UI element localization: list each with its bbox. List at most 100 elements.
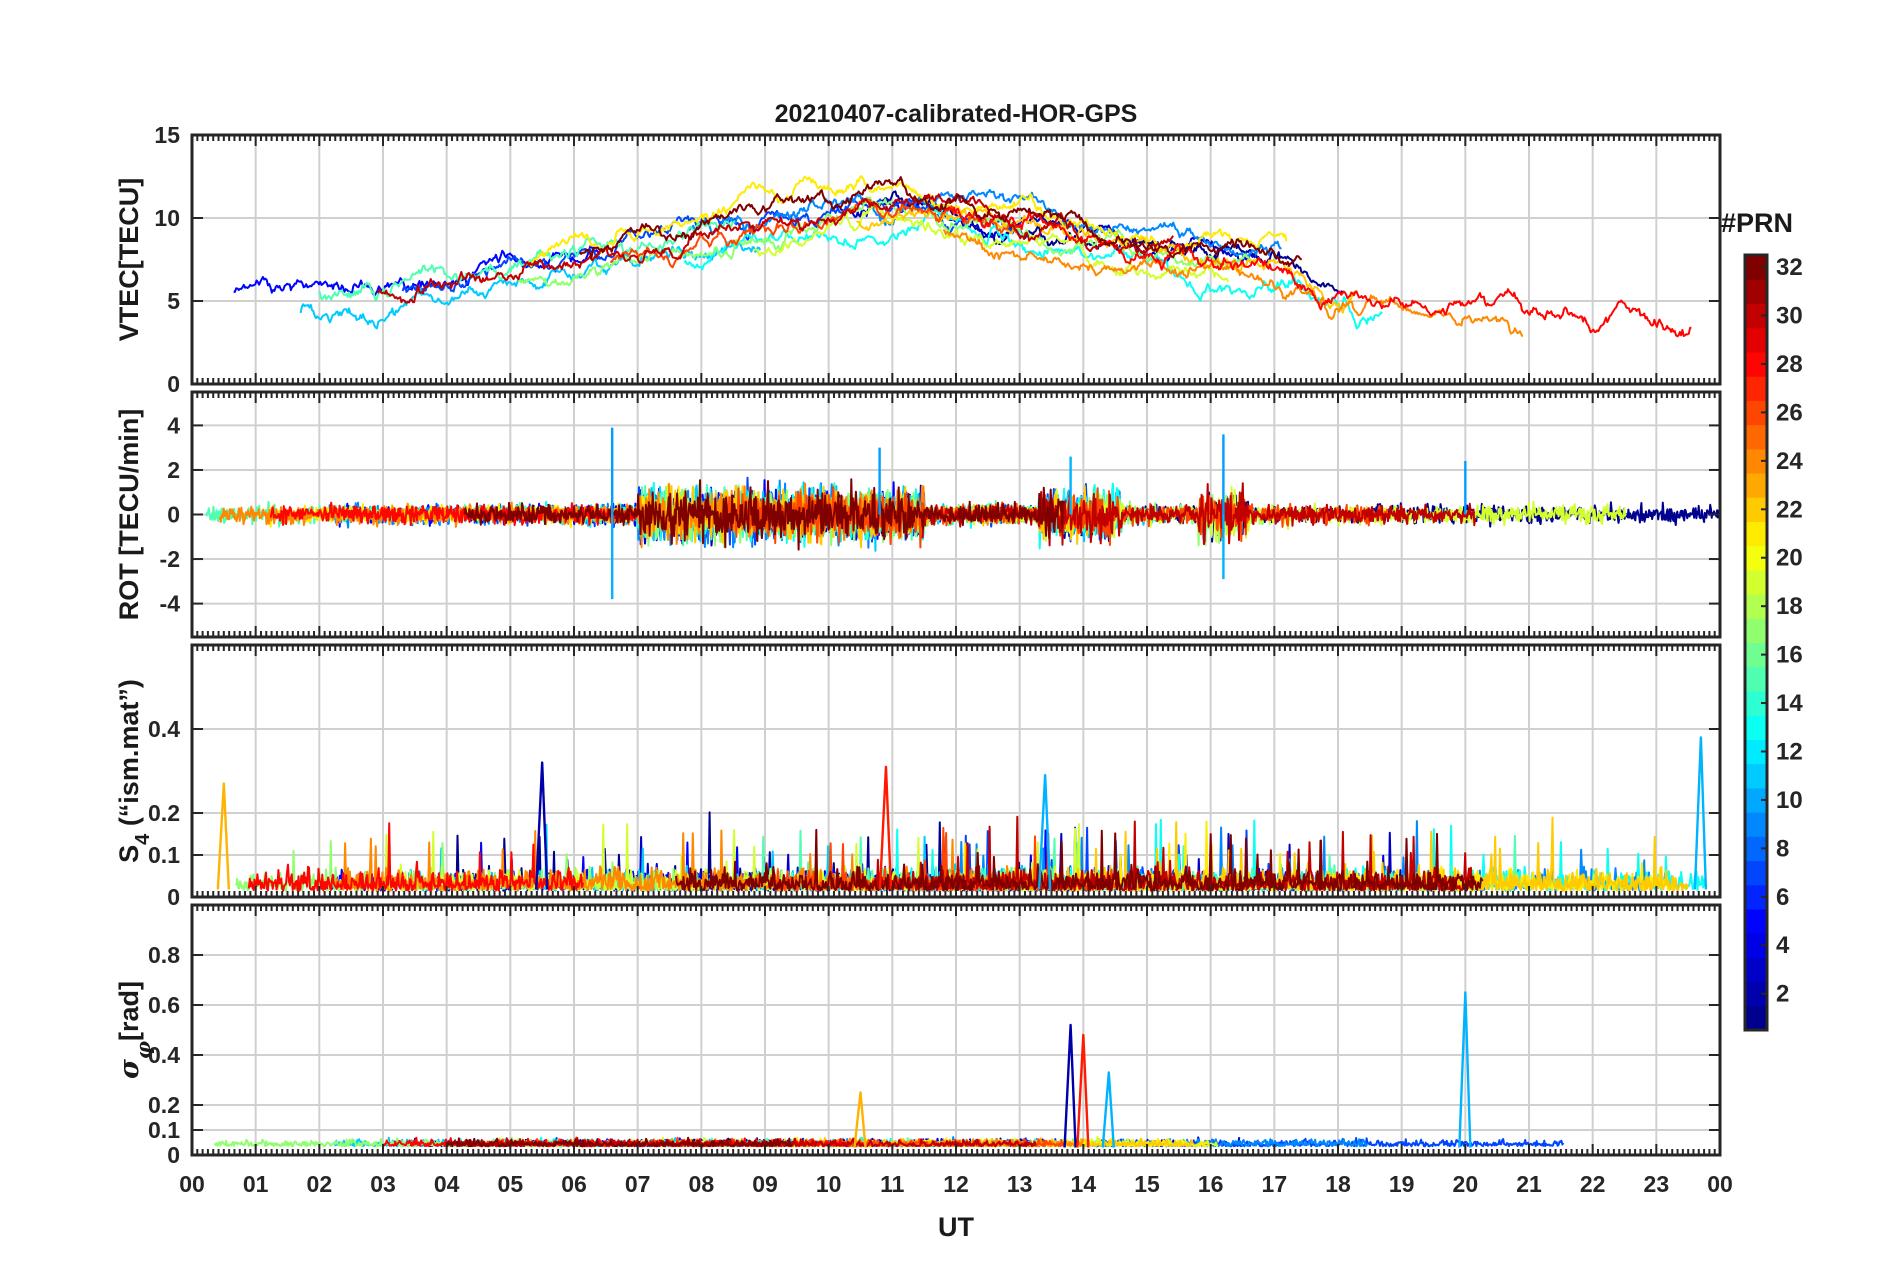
y-tick-label: 2 bbox=[167, 457, 180, 483]
colorbar-tick-label: 2 bbox=[1776, 981, 1789, 1008]
x-tick-label: 19 bbox=[1389, 1171, 1415, 1197]
y-axis-label: S4 (“ism.mat”) bbox=[114, 679, 154, 863]
series-line-prn-28 bbox=[936, 206, 1692, 338]
colorbar-tick-label: 26 bbox=[1776, 399, 1803, 426]
y-tick-label: -4 bbox=[160, 591, 181, 617]
colorbar-band bbox=[1745, 279, 1767, 305]
series-line-prn-19 bbox=[753, 203, 1230, 283]
colorbar-tick-label: 28 bbox=[1776, 351, 1803, 378]
peak bbox=[1037, 774, 1052, 890]
colorbar-band bbox=[1745, 569, 1767, 595]
colorbar-band bbox=[1745, 327, 1767, 353]
colorbar-band bbox=[1745, 884, 1767, 910]
y-tick-label: 0 bbox=[167, 502, 180, 528]
series-line-prn-32 bbox=[463, 478, 1066, 551]
colorbar-band bbox=[1745, 448, 1767, 474]
x-tick-label: 16 bbox=[1198, 1171, 1224, 1197]
y-tick-label: 0.4 bbox=[148, 716, 180, 742]
grid bbox=[191, 905, 1721, 1156]
y-tick-label: 0.6 bbox=[148, 992, 180, 1018]
y-tick-label: 0.1 bbox=[148, 842, 180, 868]
y-axis-label: ROT [TECU/min] bbox=[114, 409, 144, 620]
colorbar-tick-label: 8 bbox=[1776, 835, 1789, 862]
colorbar-tick-label: 6 bbox=[1776, 884, 1789, 911]
colorbar-band bbox=[1745, 351, 1767, 377]
x-axis-label: UT bbox=[938, 1212, 974, 1242]
colorbar-band bbox=[1745, 957, 1767, 983]
colorbar-band bbox=[1745, 666, 1767, 692]
series-line-prn-13 bbox=[683, 206, 1383, 330]
colorbar-band bbox=[1745, 933, 1767, 958]
colorbar-band bbox=[1745, 545, 1767, 571]
colorbar-band bbox=[1745, 472, 1767, 498]
series-line-prn-32 bbox=[674, 828, 1484, 892]
colorbar-band bbox=[1745, 715, 1767, 740]
colorbar-band bbox=[1745, 303, 1767, 329]
colorbar-band bbox=[1745, 860, 1767, 886]
y-tick-label: 15 bbox=[154, 122, 180, 148]
x-tick-label: 17 bbox=[1262, 1171, 1288, 1197]
colorbar-band bbox=[1745, 400, 1767, 426]
peak bbox=[1076, 1033, 1090, 1148]
series-line-prn-30 bbox=[376, 193, 1174, 304]
y-tick-label: 4 bbox=[167, 412, 180, 438]
x-tick-label: 15 bbox=[1134, 1171, 1160, 1197]
peak bbox=[1101, 1071, 1115, 1148]
colorbar-band bbox=[1745, 521, 1767, 547]
x-tick-label: 18 bbox=[1325, 1171, 1351, 1197]
series-line-prn-28 bbox=[269, 501, 637, 527]
panel-2: -4 -2 0 2 4 ROT [TECU/min] bbox=[114, 390, 1722, 639]
colorbar-title: #PRN bbox=[1721, 208, 1793, 238]
series bbox=[205, 427, 1720, 600]
y-tick-label: 0 bbox=[167, 1142, 180, 1168]
y-tick-label: 5 bbox=[167, 288, 180, 314]
y-tick-label: 0.2 bbox=[148, 800, 180, 826]
x-ticks bbox=[191, 392, 1721, 637]
series-line-prn-11 bbox=[299, 240, 762, 330]
grid bbox=[191, 134, 1721, 385]
x-tick-label: 23 bbox=[1644, 1171, 1670, 1197]
series-line-prn-17 bbox=[213, 1136, 580, 1148]
panel-4: 00.10.2 0.4 0.6 0.8 σφ[rad] 00 01 02 03 04 05 06 07 0… bbox=[114, 903, 1733, 1197]
colorbar-tick-label: 22 bbox=[1776, 496, 1803, 523]
y-tick-label: 0.1 bbox=[148, 1117, 180, 1143]
x-tick-label: 14 bbox=[1071, 1171, 1097, 1197]
y-tick-label: 0.2 bbox=[148, 1092, 180, 1118]
y-tick-label: -2 bbox=[160, 546, 180, 572]
colorbar-tick-label: 14 bbox=[1776, 690, 1803, 717]
colorbar-band bbox=[1745, 787, 1767, 813]
peak bbox=[853, 1091, 867, 1148]
colorbar-band bbox=[1745, 618, 1767, 644]
x-tick-label: 06 bbox=[561, 1171, 587, 1197]
y-tick-label: 0 bbox=[167, 371, 180, 397]
x-ticks bbox=[191, 135, 1721, 384]
colorbar-frame bbox=[1743, 253, 1769, 1032]
series bbox=[216, 736, 1708, 892]
y-tick-label: 0 bbox=[167, 884, 180, 910]
series-line-prn-22 bbox=[856, 208, 1358, 314]
series bbox=[213, 991, 1565, 1148]
x-tick-label: 00 bbox=[179, 1171, 205, 1197]
x-tick-label: 05 bbox=[498, 1171, 524, 1197]
chart-title: 20210407-calibrated-HOR-GPS bbox=[775, 100, 1138, 128]
colorbar-tick-label: 16 bbox=[1776, 642, 1803, 669]
peak bbox=[216, 782, 231, 890]
peak bbox=[534, 761, 549, 890]
y-tick-label: 0.4 bbox=[148, 1042, 180, 1068]
y-tick-label: 10 bbox=[154, 205, 180, 231]
colorbar-band bbox=[1745, 1005, 1767, 1031]
colorbar-band bbox=[1745, 981, 1767, 1007]
series bbox=[233, 175, 1692, 338]
colorbar-band bbox=[1745, 376, 1767, 401]
colorbar-band bbox=[1745, 424, 1767, 450]
x-tick-label: 03 bbox=[370, 1171, 396, 1197]
series-line-prn-24 bbox=[942, 229, 1524, 338]
colorbar-tick-label: 10 bbox=[1776, 787, 1803, 814]
x-tick-label: 11 bbox=[880, 1171, 905, 1197]
colorbar-band bbox=[1745, 812, 1767, 837]
series-line-prn-28 bbox=[247, 822, 585, 892]
colorbar-band bbox=[1745, 908, 1767, 934]
